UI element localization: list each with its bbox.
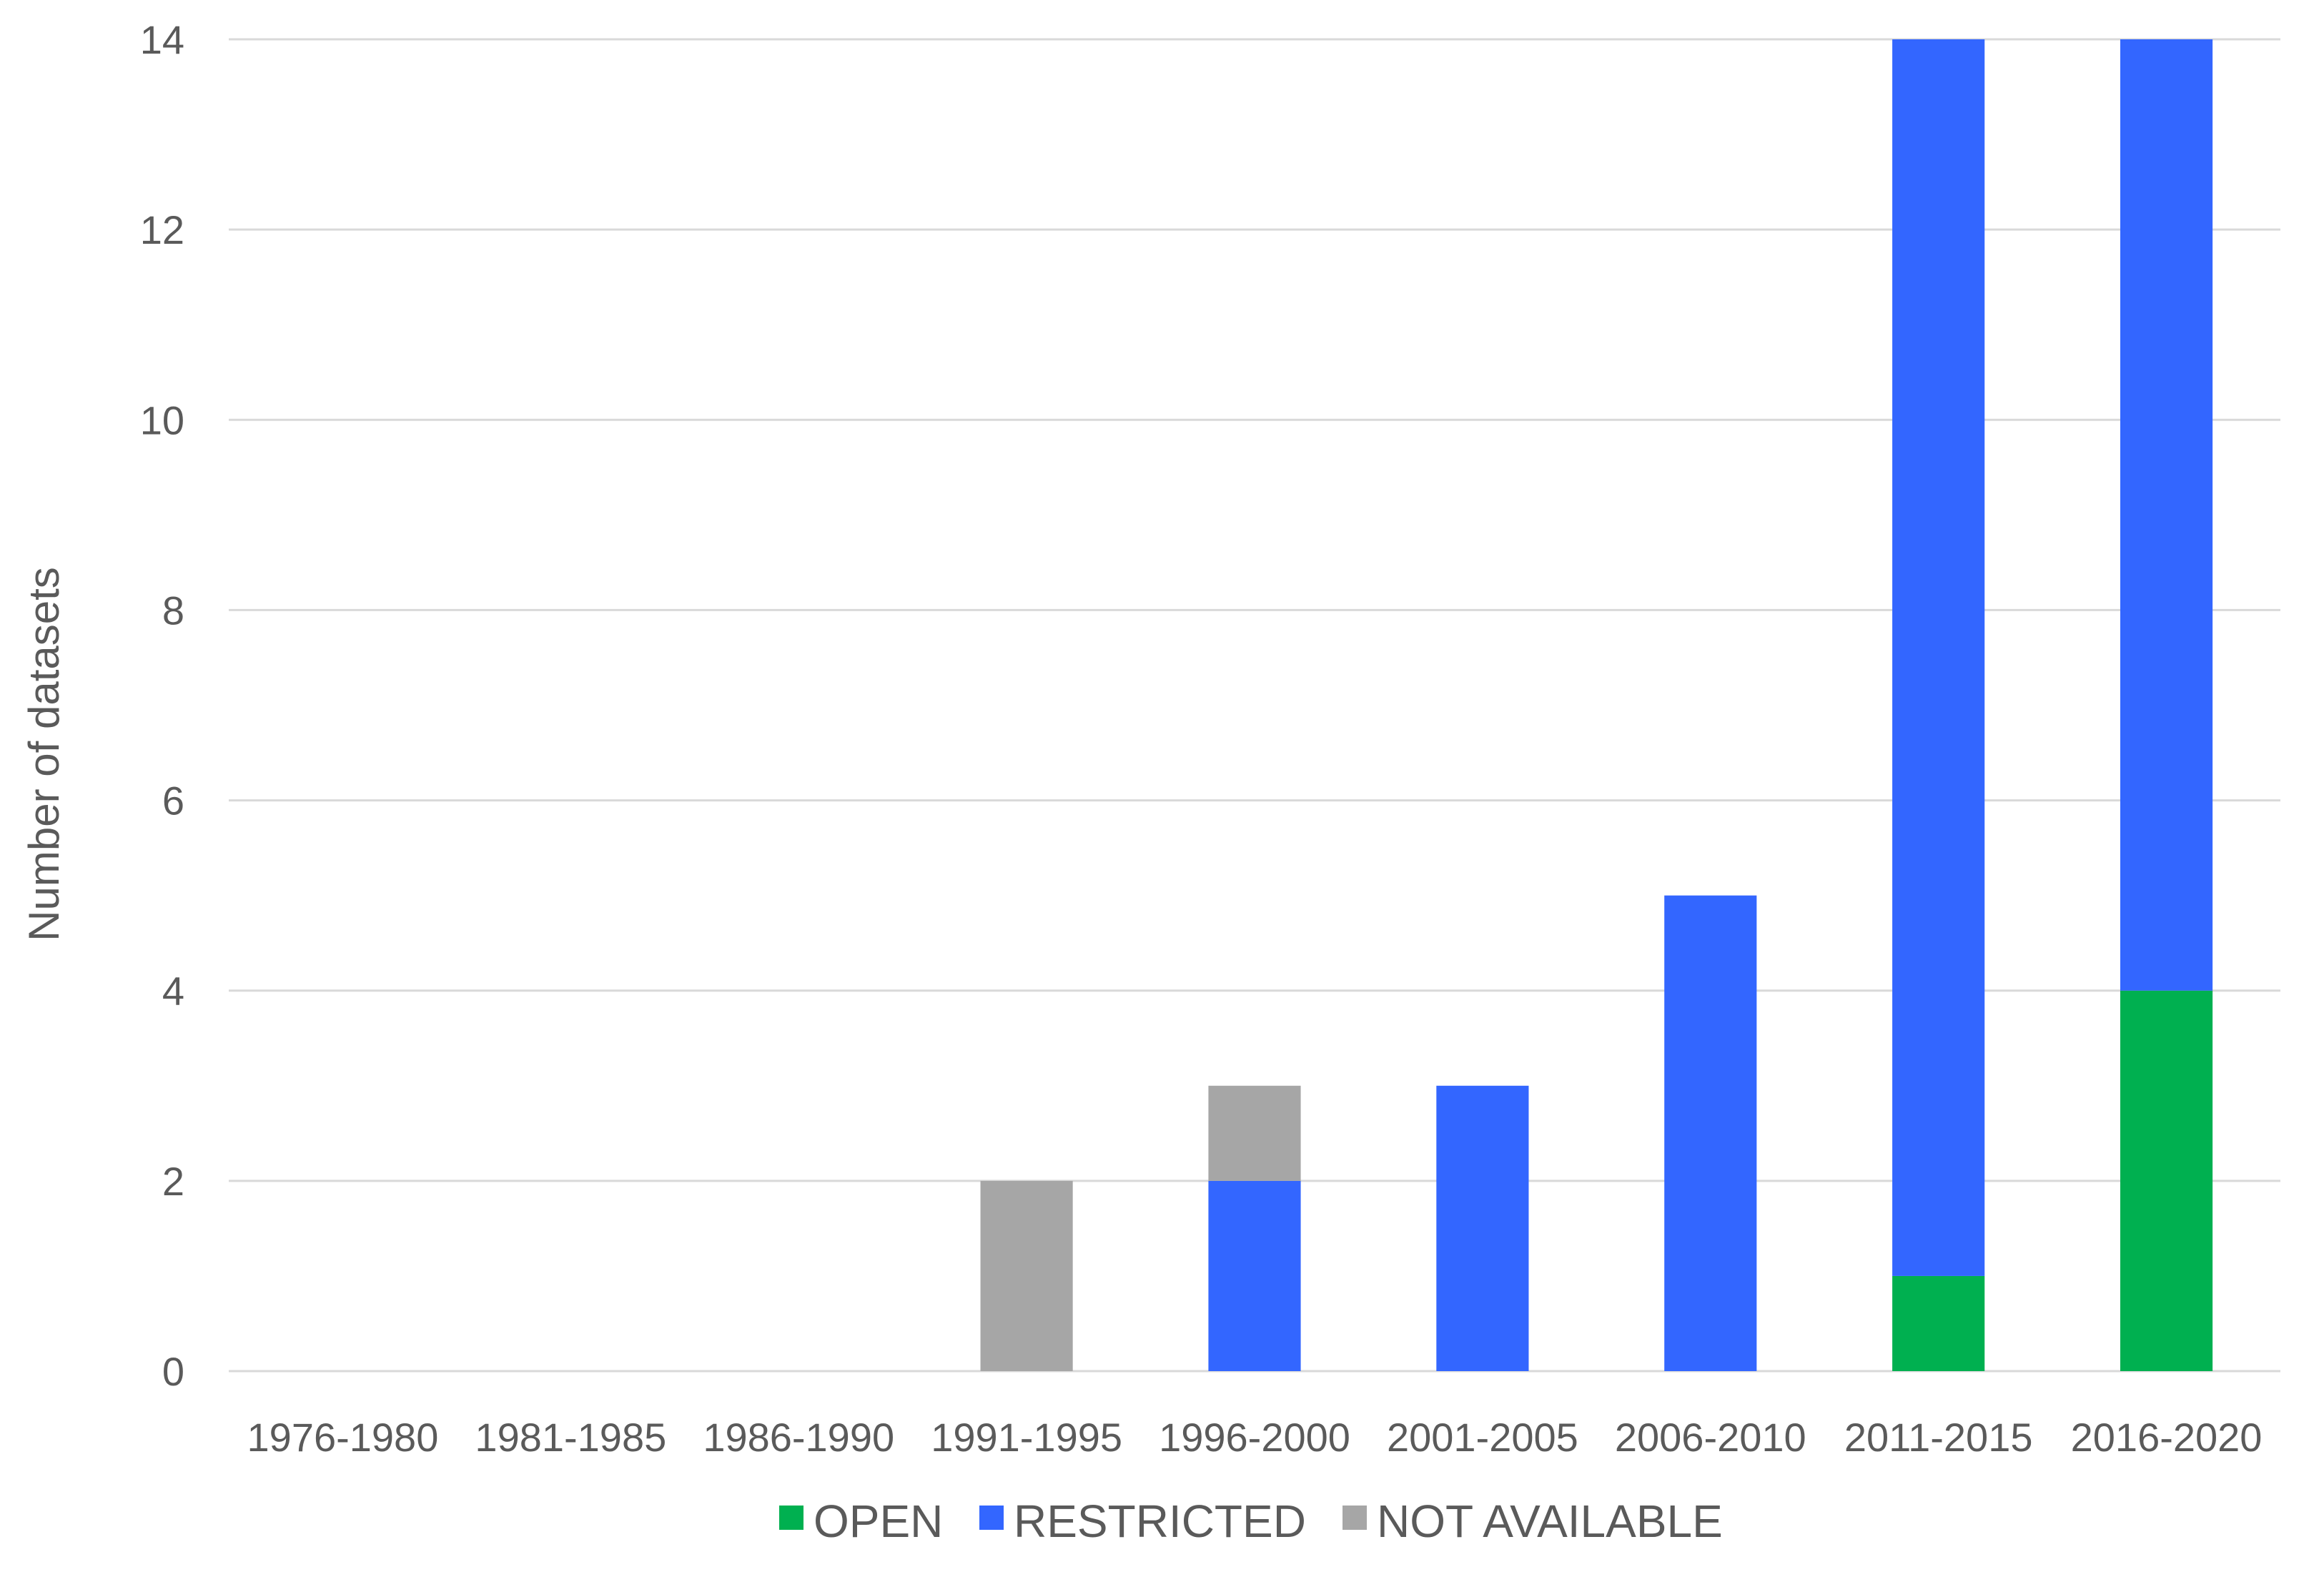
legend-label-open: OPEN xyxy=(814,1496,943,1547)
y-axis-ticks: 0 2 4 6 8 10 12 14 xyxy=(140,17,184,1394)
x-tick-label-2006-2010: 2006-2010 xyxy=(1615,1415,1806,1460)
legend-swatch-restricted xyxy=(979,1506,1004,1530)
x-tick-label-1996-2000: 1996-2000 xyxy=(1159,1415,1350,1460)
bar-open-2016-2020 xyxy=(2120,990,2213,1371)
y-tick-label-12: 12 xyxy=(140,207,184,252)
bar-restricted-2011-2015 xyxy=(1892,39,1985,1276)
bar-restricted-2006-2010 xyxy=(1664,895,1757,1371)
legend-label-not-available: NOT AVAILABLE xyxy=(1377,1496,1723,1547)
legend-label-restricted: RESTRICTED xyxy=(1014,1496,1306,1547)
y-tick-label-0: 0 xyxy=(162,1349,184,1394)
y-tick-label-14: 14 xyxy=(140,17,184,62)
bar-restricted-2001-2005 xyxy=(1436,1085,1529,1371)
x-tick-label-2011-2015: 2011-2015 xyxy=(1844,1415,2033,1460)
x-axis-ticks: 1976-1980 1981-1985 1986-1990 1991-1995 1996… xyxy=(247,1415,2263,1460)
y-axis-title: Number of datasets xyxy=(20,567,68,941)
bars xyxy=(980,39,2213,1371)
bar-open-2011-2015 xyxy=(1892,1275,1985,1371)
x-tick-label-2016-2020: 2016-2020 xyxy=(2071,1415,2263,1460)
legend-swatch-not-available xyxy=(1343,1506,1367,1530)
gridlines xyxy=(229,38,2280,1373)
y-tick-label-8: 8 xyxy=(162,588,184,633)
x-tick-label-1981-1985: 1981-1985 xyxy=(475,1415,666,1460)
x-tick-label-1986-1990: 1986-1990 xyxy=(703,1415,894,1460)
x-tick-label-1991-1995: 1991-1995 xyxy=(931,1415,1122,1460)
bar-restricted-1996-2000 xyxy=(1208,1180,1301,1371)
y-tick-label-10: 10 xyxy=(140,397,184,443)
x-tick-label-2001-2005: 2001-2005 xyxy=(1387,1415,1578,1460)
y-tick-label-4: 4 xyxy=(162,969,184,1014)
legend: OPEN RESTRICTED NOT AVAILABLE xyxy=(779,1496,1723,1547)
y-tick-label-6: 6 xyxy=(162,778,184,824)
legend-swatch-open xyxy=(779,1506,803,1530)
x-tick-label-1976-1980: 1976-1980 xyxy=(247,1415,439,1460)
bar-restricted-2016-2020 xyxy=(2120,39,2213,991)
y-tick-label-2: 2 xyxy=(162,1159,184,1204)
bar-not-available-1991-1995 xyxy=(980,1180,1073,1371)
bar-not-available-1996-2000 xyxy=(1208,1085,1301,1181)
